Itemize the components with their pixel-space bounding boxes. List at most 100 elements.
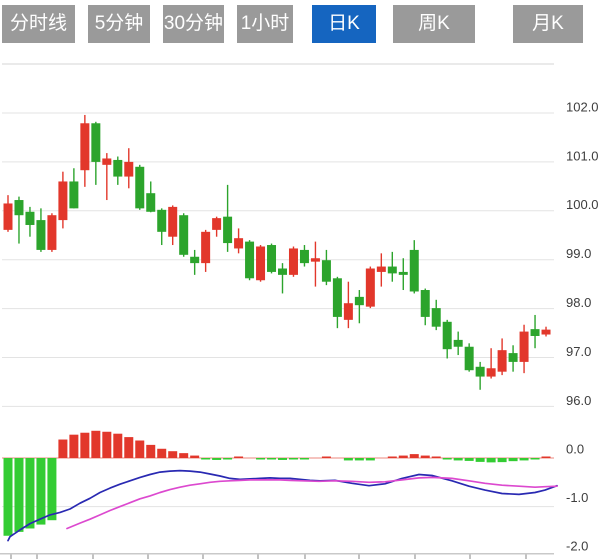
macd-histogram-bar <box>212 458 222 460</box>
candle-body <box>299 249 309 264</box>
period-tabbar: 分时线 5分钟 30分钟 1小时 日K 周K 月K <box>0 0 604 48</box>
macd-histogram-bar <box>91 430 101 458</box>
candle-body <box>541 329 551 335</box>
macd-histogram-bar <box>14 458 24 532</box>
candle-body <box>288 248 298 275</box>
candle-body <box>25 211 35 225</box>
candle-body <box>3 203 13 230</box>
macd-histogram-bar <box>299 458 309 460</box>
candle-body <box>310 258 320 262</box>
price-axis-label: 101.0 <box>566 148 599 163</box>
candle-body <box>91 123 101 162</box>
candle-body <box>519 331 529 362</box>
price-axis-label: 96.0 <box>566 393 591 408</box>
candle-body <box>245 241 255 279</box>
macd-histogram-bar <box>321 456 331 458</box>
macd-histogram-bar <box>157 448 167 458</box>
macd-histogram-bar <box>223 458 233 460</box>
candle-body <box>332 278 342 317</box>
candle-body <box>14 200 24 216</box>
macd-histogram-bar <box>519 458 529 461</box>
macd-histogram-bar <box>124 437 134 458</box>
macd-histogram-bar <box>541 456 551 458</box>
candle-body <box>497 350 507 372</box>
macd-histogram-bar <box>267 458 277 460</box>
macd-histogram-bar <box>288 458 298 460</box>
macd-histogram-bar <box>256 458 266 460</box>
macd-histogram-bar <box>234 456 244 458</box>
candle-body <box>190 256 200 264</box>
candle-body <box>69 181 79 209</box>
price-axis-label: 102.0 <box>566 99 599 114</box>
candle-body <box>343 303 353 320</box>
macd-histogram-bar <box>25 458 35 529</box>
tab-daily-k[interactable]: 日K <box>312 5 376 43</box>
candle-body <box>47 215 57 250</box>
macd-histogram-bar <box>508 458 518 462</box>
macd-histogram-bar <box>530 458 540 460</box>
macd-histogram-bar <box>343 458 353 461</box>
macd-histogram-bar <box>179 453 189 458</box>
macd-dif-line <box>7 469 558 542</box>
candle-body <box>102 158 112 165</box>
macd-histogram-bar <box>146 444 156 458</box>
candle-body <box>256 246 266 281</box>
candle-body <box>376 266 386 272</box>
candle-body <box>365 268 375 307</box>
candle-body <box>267 245 277 272</box>
macd-histogram-bar <box>442 458 452 460</box>
tab-monthly-k[interactable]: 月K <box>513 5 583 43</box>
macd-histogram-bar <box>464 458 474 461</box>
candle-body <box>464 346 474 371</box>
candle-body <box>486 368 496 377</box>
candle-body <box>442 321 452 350</box>
macd-histogram-bar <box>387 456 397 458</box>
macd-histogram-bar <box>420 455 430 458</box>
candle-body <box>212 218 222 230</box>
macd-axis-label: -1.0 <box>566 490 588 505</box>
macd-axis-label: -2.0 <box>566 539 588 554</box>
macd-histogram-bar <box>3 458 13 536</box>
macd-histogram-bar <box>168 451 178 458</box>
candle-body <box>321 260 331 282</box>
tab-5min[interactable]: 5分钟 <box>88 5 150 43</box>
candle-body <box>58 181 68 221</box>
candle-body <box>168 206 178 237</box>
candle-body <box>453 339 463 347</box>
macd-histogram-bar <box>398 455 408 458</box>
tab-weekly-k[interactable]: 周K <box>393 5 475 43</box>
macd-histogram-bar <box>278 458 287 460</box>
macd-histogram-bar <box>354 458 364 461</box>
candle-body <box>530 329 540 336</box>
candle-body <box>475 366 485 377</box>
tab-timeline[interactable]: 分时线 <box>2 5 75 43</box>
tab-1hour[interactable]: 1小时 <box>237 5 293 43</box>
macd-histogram-bar <box>431 456 441 458</box>
candle-body <box>179 215 189 255</box>
candle-body <box>113 159 123 177</box>
candle-body <box>124 161 134 177</box>
macd-histogram-bar <box>475 458 485 462</box>
macd-histogram-bar <box>36 458 46 525</box>
candle-body <box>354 296 364 306</box>
tab-30min[interactable]: 30分钟 <box>163 5 224 43</box>
macd-histogram-bar <box>69 434 79 458</box>
candle-body <box>135 166 145 209</box>
candle-body <box>157 209 167 232</box>
macd-histogram-bar <box>365 458 375 461</box>
candle-body <box>409 249 419 292</box>
macd-axis-label: 0.0 <box>566 441 584 456</box>
price-axis-label: 100.0 <box>566 197 599 212</box>
candle-body <box>508 353 518 362</box>
macd-histogram-bar <box>80 432 90 458</box>
candle-body <box>36 220 46 250</box>
candle-body <box>387 266 397 274</box>
macd-histogram-bar <box>497 458 507 463</box>
candle-body <box>234 238 244 249</box>
macd-histogram-bar <box>486 458 496 463</box>
macd-histogram-bar <box>409 454 419 458</box>
macd-histogram-bar <box>453 458 463 461</box>
macd-histogram-bar <box>47 458 57 521</box>
